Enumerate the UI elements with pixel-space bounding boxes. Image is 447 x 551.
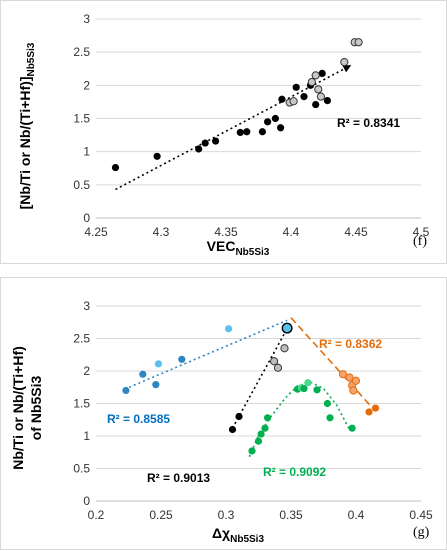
chart-f-point-black [195, 145, 203, 153]
chart-g-point-orange [351, 376, 361, 385]
chart-f-point-grey [289, 97, 298, 106]
chart-f-point-black [212, 137, 220, 145]
chart-g-point-green [257, 430, 265, 438]
x-tick-label: 0.25 [149, 508, 173, 522]
chart-g-xlabel: ΔχNb5Si3 [212, 525, 264, 545]
y-tick-label: 0 [83, 211, 90, 225]
x-tick-label: 4.5 [413, 225, 430, 239]
chart-g-trendline-blue [124, 319, 288, 390]
chart-g-point-orange [349, 386, 358, 395]
chart-f-ylabel: [Nb/Ti or Nb/(Ti+Hf)]Nb5Si3 [17, 42, 37, 209]
y-tick-label: 0.5 [73, 178, 90, 192]
chart-g-point-green [264, 414, 272, 422]
chart-g-point-green [348, 424, 356, 432]
chart-g-point-green [313, 386, 321, 394]
chart-f-point-black [271, 114, 279, 123]
chart-g-svg: 0 0.5 1 1.5 2 2.5 3 0.2 0.25 0.3 0.35 0.4 0.45 R² =… [10, 299, 433, 545]
chart-g-point-black [235, 412, 243, 421]
chart-g-point-green [323, 399, 331, 408]
x-tick-label: 0.2 [88, 508, 105, 522]
chart-g-point-blue [122, 386, 130, 395]
chart-f-point-black [278, 95, 286, 103]
chart-g-panel: 0 0.5 1 1.5 2 2.5 3 0.2 0.25 0.3 0.35 0.4 0.45 R² =… [0, 277, 447, 550]
y-tick-label: 3 [83, 12, 90, 26]
y-tick-label: 0.5 [73, 462, 90, 476]
y-tick-label: 1.5 [73, 397, 90, 411]
chart-f-point-black [243, 128, 251, 136]
x-tick-label: 4.25 [84, 225, 108, 239]
chart-g-ylabel-line1: Nb/Ti or Nb/(Ti+Hf) [10, 346, 26, 470]
chart-f-point-black [300, 93, 308, 101]
chart-f-point-black [258, 128, 266, 136]
x-tick-label: 0.35 [279, 508, 303, 522]
chart-g-point-black [270, 357, 279, 366]
chart-f-point-black [264, 118, 272, 126]
chart-f-panel-label: (f) [413, 234, 427, 249]
chart-g-point-green [261, 424, 269, 432]
chart-f-point-black [277, 124, 285, 132]
chart-f-point-black [111, 163, 120, 172]
chart-f-svg: 0 0.5 1 1.5 2 2.5 3 4.25 4.3 4.35 4.4 4.45 4.5 R² =… [17, 12, 430, 258]
chart-f-point-black [318, 69, 326, 77]
chart-f-point-black [153, 152, 161, 160]
chart-g-point-blue [225, 325, 233, 333]
x-tick-label: 4.45 [344, 225, 368, 239]
chart-g-point-green [304, 379, 312, 387]
chart-g-point-black [280, 344, 289, 353]
chart-g-point-green [254, 437, 263, 445]
chart-g-point-shared [281, 322, 293, 334]
y-tick-label: 0 [83, 494, 90, 508]
y-tick-label: 2.5 [73, 332, 90, 346]
chart-f-point-grey [311, 71, 320, 80]
x-tick-label: 0.45 [409, 508, 433, 522]
chart-f-point-black [201, 139, 209, 147]
chart-g-panel-label: (g) [413, 525, 430, 540]
chart-g-trendline-black [231, 328, 288, 429]
chart-g-point-green [248, 447, 256, 455]
chart-g-point-orange [345, 373, 354, 382]
chart-g-point-orange [371, 404, 380, 412]
x-tick-label: 4.4 [283, 225, 300, 239]
y-tick-label: 3 [83, 299, 90, 313]
chart-g-point-blue [139, 370, 147, 378]
chart-g-point-green [300, 384, 308, 393]
y-tick-label: 2 [83, 364, 90, 378]
x-tick-label: 4.35 [214, 225, 238, 239]
chart-g-point-green [326, 414, 334, 422]
chart-g-point-orange [338, 370, 348, 379]
chart-g-r2-green: R² = 0.9092 [263, 465, 326, 479]
chart-g-point-blue [152, 381, 160, 389]
y-tick-label: 2.5 [73, 45, 90, 59]
chart-f-point-grey [354, 38, 363, 47]
chart-f-point-black [323, 96, 331, 105]
chart-g-point-orange [365, 408, 373, 416]
chart-g-point-black [228, 425, 237, 434]
y-tick-label: 1 [83, 145, 90, 159]
chart-f-point-black [292, 83, 300, 91]
chart-g-point-blue [154, 360, 162, 368]
chart-f-panel: 0 0.5 1 1.5 2 2.5 3 4.25 4.3 4.35 4.4 4.45 4.5 R² =… [0, 0, 447, 264]
chart-g-point-blue [178, 355, 186, 363]
chart-g-trendline-orange [290, 317, 377, 412]
chart-f-xlabel: VECNb5Si3 [207, 238, 270, 258]
chart-f-point-grey [314, 85, 323, 94]
chart-f-point-grey [340, 58, 349, 67]
x-tick-label: 0.4 [348, 508, 365, 522]
y-tick-label: 1.5 [73, 112, 90, 126]
chart-f-point-grey [316, 92, 325, 101]
chart-f-r2-annotation: R² = 0.8341 [337, 116, 400, 130]
x-tick-label: 4.3 [153, 225, 170, 239]
chart-g-r2-orange: R² = 0.8362 [319, 337, 382, 351]
chart-g-ylabel-line2: of Nb5Si3 [28, 376, 44, 441]
chart-g-r2-blue: R² = 0.8585 [107, 412, 170, 426]
chart-f-point-black [312, 100, 320, 109]
chart-g-point-black [273, 363, 283, 372]
y-tick-label: 2 [83, 78, 90, 92]
chart-f-point-black [236, 128, 244, 137]
chart-g-r2-black: R² = 0.9013 [147, 471, 210, 485]
chart-f-point-grey [307, 77, 316, 87]
x-tick-label: 0.3 [218, 508, 235, 522]
y-tick-label: 1 [83, 429, 90, 443]
